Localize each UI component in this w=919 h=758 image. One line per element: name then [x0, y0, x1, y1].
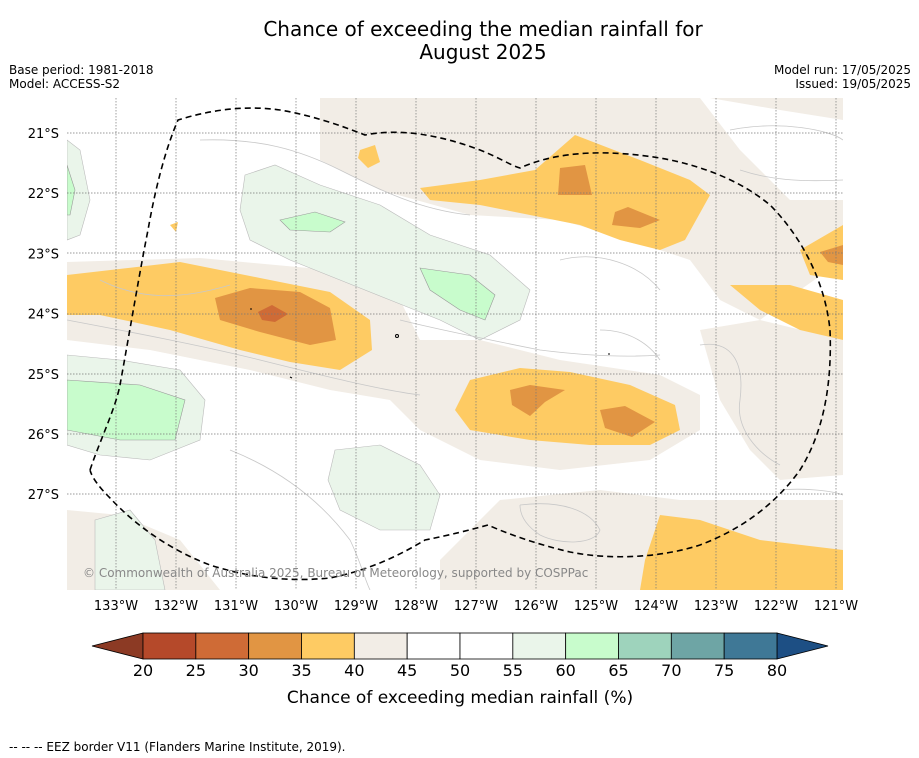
band-40-45 [67, 98, 843, 590]
colorbar-segment [406, 632, 461, 660]
colorbar-tick-label: 70 [661, 661, 681, 680]
lat-label: 26°S [28, 428, 59, 443]
title-line-2: August 2025 [419, 40, 547, 64]
copyright-text: © Commonwealth of Australia 2025, Bureau… [83, 566, 588, 580]
colorbar-tick-label: 20 [133, 661, 153, 680]
meta-left: Base period: 1981-2018 Model: ACCESS-S2 [9, 63, 154, 91]
model-run: Model run: 17/05/2025 [773, 63, 911, 77]
lat-label: 25°S [28, 368, 59, 383]
lon-label: 131°W [214, 599, 258, 614]
longitude-labels: 133°W 132°W 131°W 130°W 129°W 128°W 127°W 126°W… [94, 599, 858, 614]
colorbar: 20 25 30 35 40 45 50 55 60 65 70 75 80 [91, 632, 829, 680]
lat-label: 27°S [28, 488, 59, 503]
lon-label: 130°W [274, 599, 318, 614]
colorbar-tick-label: 40 [344, 661, 364, 680]
colorbar-title: Chance of exceeding median rainfall (%) [287, 688, 633, 708]
base-period: Base period: 1981-2018 [9, 63, 154, 77]
colorbar-segment [512, 632, 567, 660]
map-fields [67, 98, 843, 590]
lon-label: 129°W [334, 599, 378, 614]
colorbar-segment [670, 632, 725, 660]
colorbar-low-extend [91, 632, 144, 660]
model-name: Model: ACCESS-S2 [9, 77, 121, 91]
lon-label: 128°W [394, 599, 438, 614]
colorbar-segment [565, 632, 619, 660]
lon-label: 133°W [94, 599, 138, 614]
lat-label: 23°S [28, 247, 59, 262]
lon-label: 132°W [154, 599, 198, 614]
small-markers [250, 308, 610, 379]
lon-label: 123°W [694, 599, 738, 614]
lon-label: 121°W [814, 599, 858, 614]
colorbar-segment [142, 632, 197, 660]
colorbar-tick-label: 80 [767, 661, 787, 680]
latitude-labels: 21°S 22°S 23°S 24°S 25°S 26°S 27°S [28, 127, 59, 503]
lat-label: 24°S [28, 308, 59, 323]
colorbar-tick-label: 75 [714, 661, 734, 680]
lon-label: 125°W [574, 599, 618, 614]
colorbar-tick-label: 45 [397, 661, 417, 680]
colorbar-segment [618, 632, 672, 660]
lat-label: 21°S [28, 127, 59, 142]
colorbar-high-extend [776, 632, 829, 660]
band-25-30 [258, 305, 288, 322]
lon-label: 122°W [754, 599, 798, 614]
title-line-1: Chance of exceeding the median rainfall … [263, 17, 703, 41]
gridlines [67, 98, 843, 590]
eez-border [89, 107, 832, 581]
meta-right: Model run: 17/05/2025 Issued: 19/05/2025 [774, 63, 911, 91]
lon-label: 126°W [514, 599, 558, 614]
colorbar-tick-label: 25 [186, 661, 206, 680]
colorbar-segment [459, 632, 514, 660]
colorbar-tick-label: 55 [503, 661, 523, 680]
lon-label: 124°W [634, 599, 678, 614]
lon-label: 127°W [454, 599, 498, 614]
eez-footer-note: -- -- -- EEZ border V11 (Flanders Marine… [9, 740, 346, 754]
colorbar-segment [195, 632, 250, 660]
colorbar-segment [353, 632, 408, 660]
colorbar-segment [301, 632, 355, 660]
colorbar-tick-label: 35 [291, 661, 311, 680]
colorbar-segment [248, 632, 302, 660]
colorbar-segment [723, 632, 778, 660]
colorbar-tick-label: 60 [555, 661, 575, 680]
colorbar-tick-label: 50 [450, 661, 470, 680]
contour-lines [67, 125, 843, 590]
issued-date: Issued: 19/05/2025 [795, 77, 911, 91]
colorbar-tick-label: 65 [608, 661, 628, 680]
colorbar-tick-label: 30 [238, 661, 258, 680]
map-title: Chance of exceeding the median rainfall … [0, 18, 919, 64]
lat-label: 22°S [28, 187, 59, 202]
